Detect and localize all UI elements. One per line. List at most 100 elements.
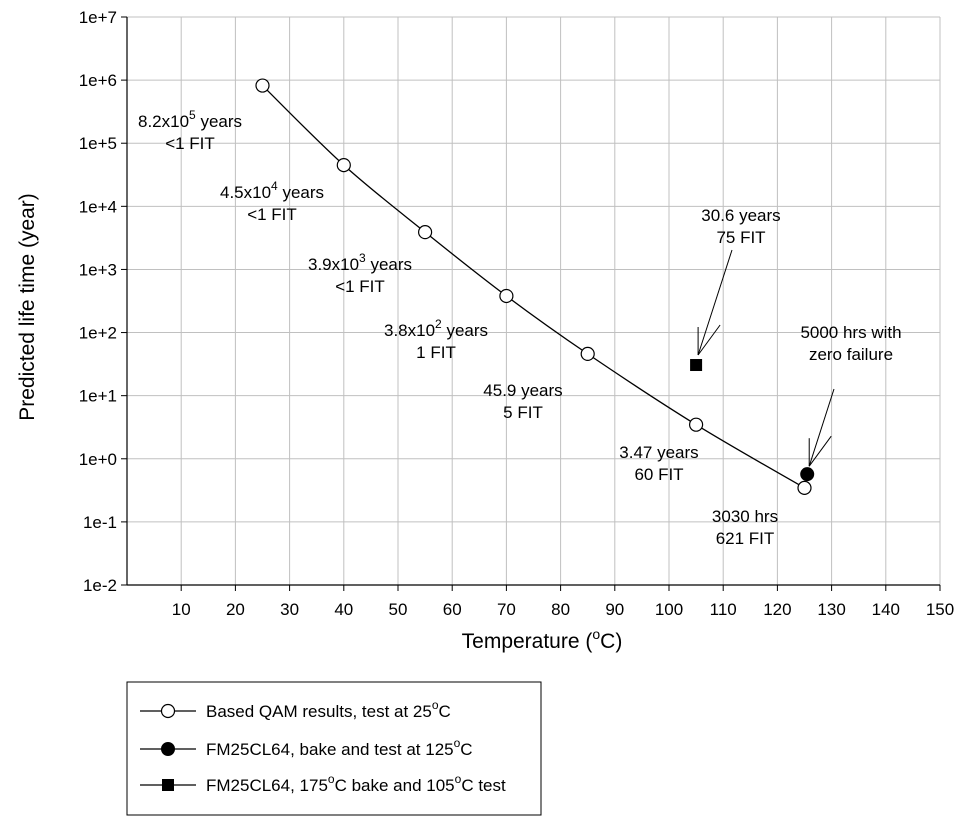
legend-entry: Based QAM results, test at 25oC [140, 698, 451, 721]
annotation-line: 1 FIT [416, 343, 456, 362]
callout-arrow-105c [697, 249, 733, 356]
x-axis-label-unit-sup: o [592, 626, 600, 642]
annotation-text: 45.9 years [483, 381, 562, 400]
annotation-text: years [196, 112, 242, 131]
series-qam-point [580, 346, 595, 361]
legend-degree: o [328, 772, 335, 786]
x-tick-labels: 10 20 30 40 50 60 70 80 90 100 110 120 130 140 150 [172, 600, 954, 619]
y-tick-label: 1e+7 [79, 8, 117, 27]
legend-degree: o [432, 698, 439, 712]
y-tick-label: 1e+2 [79, 324, 117, 343]
legend-marker [161, 742, 175, 756]
data-annotation: 30.6 years 75 FIT [701, 206, 780, 247]
annotation-text: years [366, 255, 412, 274]
annotation-line: 8.2x105 years [138, 108, 242, 131]
legend-text-part: C bake and 105 [335, 776, 455, 795]
legend-text-part: C test [461, 776, 506, 795]
x-tick-label: 130 [817, 600, 845, 619]
callout-arrow-125c [808, 388, 835, 467]
legend-entry: FM25CL64, bake and test at 125oC [140, 736, 473, 759]
data-annotation: 45.9 years 5 FIT [483, 381, 562, 422]
y-tick-label: 1e-2 [83, 576, 117, 595]
y-tick-label: 1e+1 [79, 387, 117, 406]
annotation-line: 3.47 years [619, 443, 698, 462]
x-axis-label: Temperature (oC) [462, 626, 623, 653]
annotation-exponent: 2 [435, 317, 442, 331]
x-tick-label: 60 [443, 600, 462, 619]
series-qam-point [688, 417, 704, 432]
annotation-text: 3030 hrs [712, 507, 778, 526]
annotation-text: <1 FIT [335, 277, 385, 296]
annotation-text: 621 FIT [716, 529, 775, 548]
legend-text-part: Based QAM results, test at 25 [206, 702, 432, 721]
y-tick-label: 1e+4 [79, 197, 117, 216]
data-annotation: 8.2x105 years <1 FIT [138, 108, 242, 153]
legend-label: Based QAM results, test at 25oC [206, 698, 451, 721]
grid-lines [127, 16, 941, 586]
legend-label: FM25CL64, bake and test at 125oC [206, 736, 473, 759]
legend-text-part: C [439, 702, 451, 721]
annotation-line: 3.9x103 years [308, 251, 412, 274]
legend-marker [160, 703, 176, 719]
data-annotation: 3030 hrs 621 FIT [712, 507, 778, 548]
x-axis-label-text: Temperature [462, 630, 580, 653]
annotation-text: 8.2x10 [138, 112, 189, 131]
annotation-line: 60 FIT [634, 465, 683, 484]
series-qam-point [797, 480, 812, 495]
annotation-text: 1 FIT [416, 343, 456, 362]
x-tick-label: 70 [497, 600, 516, 619]
x-tick-label: 140 [872, 600, 900, 619]
axes [121, 16, 941, 591]
annotation-exponent: 5 [189, 108, 196, 122]
legend-entry: FM25CL64, 175oC bake and 105oC test [140, 772, 506, 795]
annotation-text: years [278, 183, 324, 202]
annotation-text: zero failure [809, 345, 893, 364]
annotation-line: <1 FIT [335, 277, 385, 296]
x-axis-label-unit-open: ( [585, 630, 592, 653]
x-tick-label: 100 [655, 600, 683, 619]
y-tick-label: 1e-1 [83, 513, 117, 532]
annotation-text: 30.6 years [701, 206, 780, 225]
series-qam-point [418, 225, 433, 240]
x-tick-label: 50 [389, 600, 408, 619]
annotation-text: 5000 hrs with [800, 323, 901, 342]
x-tick-label: 30 [280, 600, 299, 619]
series-qam-point [255, 78, 270, 93]
x-tick-label: 120 [763, 600, 791, 619]
x-tick-label: 40 [334, 600, 353, 619]
legend-text-part: FM25CL64, bake and test at 125 [206, 740, 454, 759]
data-annotation: 4.5x104 years <1 FIT [220, 179, 324, 224]
legend-degree: o [455, 772, 462, 786]
series-qam-point [499, 288, 514, 304]
annotation-text: 3.9x10 [308, 255, 359, 274]
annotation-text: 75 FIT [716, 228, 765, 247]
y-tick-labels: 1e-2 1e-1 1e+0 1e+1 1e+2 1e+3 1e+4 1e+5 1e+6 1e+7 [79, 8, 117, 595]
y-tick-label: 1e+3 [79, 260, 117, 279]
x-tick-label: 110 [710, 600, 737, 619]
legend: Based QAM results, test at 25oCFM25CL64,… [126, 681, 542, 816]
annotation-text: 4.5x10 [220, 183, 271, 202]
annotation-line: 75 FIT [716, 228, 765, 247]
annotation-text: 3.47 years [619, 443, 698, 462]
y-tick-label: 1e+6 [79, 71, 117, 90]
annotation-line: 5000 hrs with [800, 323, 901, 342]
series-qam-point [336, 158, 351, 173]
data-series [255, 78, 835, 495]
series-105c-point [690, 359, 703, 372]
annotation-text: <1 FIT [247, 205, 297, 224]
annotation-line: 3.8x102 years [384, 317, 488, 340]
x-axis-label-unit-close: C) [600, 630, 622, 653]
data-annotation: 3.8x102 years 1 FIT [384, 317, 488, 362]
annotation-line: 4.5x104 years [220, 179, 324, 202]
legend-text-part: C [460, 740, 472, 759]
y-tick-label: 1e+0 [79, 450, 117, 469]
y-tick-label: 1e+5 [79, 134, 117, 153]
series-125c-point [800, 467, 815, 482]
annotation-text: years [442, 321, 488, 340]
annotation-exponent: 3 [359, 251, 366, 265]
legend-degree: o [454, 736, 461, 750]
data-annotation: 3.9x103 years <1 FIT [308, 251, 412, 296]
data-annotation: 3.47 years 60 FIT [619, 443, 698, 484]
annotation-text: 60 FIT [634, 465, 683, 484]
